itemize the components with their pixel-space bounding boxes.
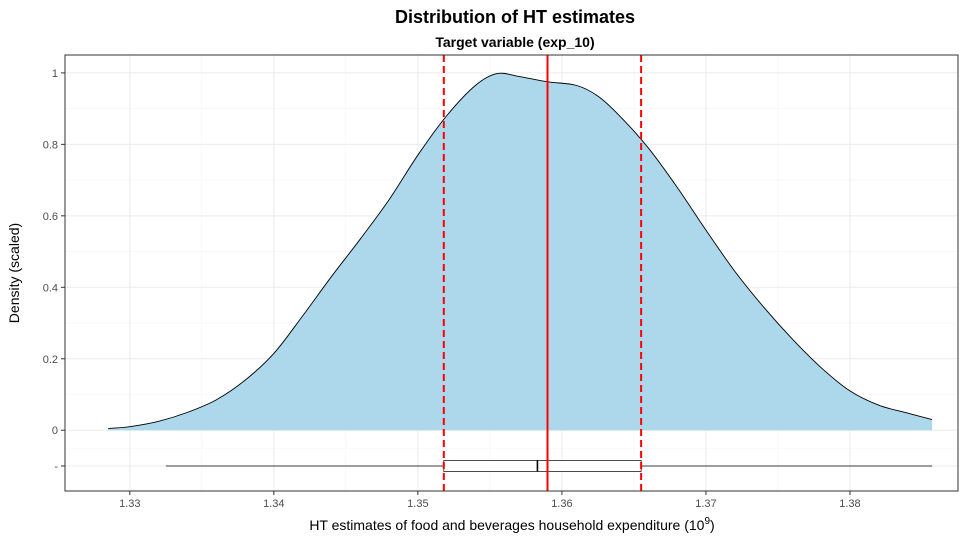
x-axis-title-main: HT estimates of food and beverages house… <box>309 517 704 533</box>
density-curve <box>108 72 933 429</box>
y-tick-label: 0.8 <box>43 139 58 151</box>
chart-title: Distribution of HT estimates <box>395 7 635 27</box>
x-tick-label: 1.34 <box>263 498 284 510</box>
x-tick-label: 1.38 <box>839 498 860 510</box>
x-axis-title: HT estimates of food and beverages house… <box>309 516 714 533</box>
boxplot <box>165 460 933 472</box>
x-tick-label: 1.35 <box>407 498 428 510</box>
x-axis-title-suffix: ) <box>710 517 715 533</box>
y-tick-label: 0.6 <box>43 211 58 223</box>
density-area <box>108 73 933 431</box>
y-axis-title: Density (scaled) <box>6 223 22 323</box>
y-tick-label: - <box>54 461 58 473</box>
panel-border <box>64 54 959 492</box>
x-axis-ticks: 1.33 1.34 1.35 1.36 1.37 1.38 <box>119 491 861 510</box>
chart-subtitle: Target variable (exp_10) <box>435 34 594 50</box>
boxplot-box <box>443 460 642 472</box>
y-tick-label: 0.4 <box>43 282 58 294</box>
y-tick-label: 0 <box>52 425 58 437</box>
density-layer <box>108 72 933 431</box>
y-tick-label: 0.2 <box>43 354 58 366</box>
y-tick-label: 1 <box>52 68 58 80</box>
x-tick-label: 1.33 <box>119 498 140 510</box>
y-axis-ticks: 0 0.2 0.4 0.6 0.8 1 - <box>43 68 65 473</box>
x-tick-label: 1.36 <box>551 498 572 510</box>
x-axis-title-exponent: 9 <box>704 516 710 527</box>
x-tick-label: 1.37 <box>695 498 716 510</box>
reference-lines <box>442 55 643 491</box>
